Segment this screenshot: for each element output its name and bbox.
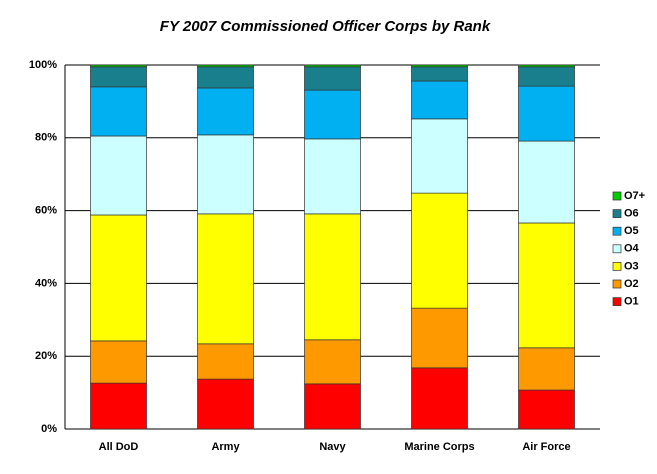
legend-swatch [612, 279, 622, 289]
bar-segment [197, 213, 254, 345]
bar-segment [304, 213, 361, 341]
legend-label: O1 [624, 296, 639, 308]
legend-label: O3 [624, 260, 639, 272]
bar-segment [304, 339, 361, 385]
x-tick-label: Army [211, 441, 240, 453]
y-tick-label: 80% [35, 132, 57, 144]
y-tick-label: 100% [29, 59, 57, 71]
bar-segment [411, 66, 468, 82]
legend-swatch [612, 262, 622, 271]
bar-segment [518, 347, 575, 391]
bar-segment [90, 86, 147, 137]
y-tick-label: 40% [35, 277, 57, 289]
legend-label: O6 [624, 208, 639, 220]
legend-label: O7+ [624, 190, 645, 202]
x-tick-label: Air Force [522, 441, 570, 453]
bar-segment [411, 192, 468, 309]
bar-segment [90, 340, 147, 384]
x-tick-label: All DoD [99, 441, 139, 453]
bar-segment [304, 89, 361, 140]
y-tick-label: 0% [41, 423, 57, 435]
bar-segment [304, 64, 361, 68]
bar-segment [518, 66, 575, 87]
legend-swatch [612, 209, 622, 218]
bar-segment [518, 85, 575, 142]
bar-segment [411, 367, 468, 430]
legend-label: O2 [624, 278, 639, 290]
bar-segment [518, 64, 575, 68]
legend-swatch [612, 226, 622, 236]
bar-segment [197, 64, 254, 68]
chart-title: FY 2007 Commissioned Officer Corps by Ra… [160, 18, 491, 35]
bar-segment [411, 307, 468, 369]
legend-swatch [612, 244, 622, 254]
bar-segment [90, 66, 147, 88]
bar-segment [197, 343, 254, 380]
bar-segment [197, 378, 254, 430]
legend-label: O5 [624, 225, 639, 237]
bar-segment [518, 222, 575, 349]
bar-segment [304, 138, 361, 215]
bar-segment [197, 87, 254, 136]
legend-swatch [612, 191, 622, 201]
x-tick-label: Marine Corps [404, 441, 474, 453]
bar-segment [90, 135, 147, 216]
bar-segment [304, 383, 361, 430]
bar-segment [518, 389, 575, 430]
bar-segment [411, 118, 468, 194]
bar-segment [90, 214, 147, 342]
bar-segment [197, 134, 254, 215]
bar-segment [197, 66, 254, 89]
bar-segment [518, 140, 575, 224]
bar-segment [411, 64, 468, 68]
y-tick-label: 20% [35, 350, 57, 362]
bar-segment [411, 80, 468, 120]
legend-swatch [612, 297, 622, 306]
bar-segment [304, 66, 361, 91]
bar-segment [90, 382, 147, 430]
x-tick-label: Navy [319, 441, 346, 453]
y-tick-label: 60% [35, 205, 57, 217]
legend-label: O4 [624, 243, 640, 255]
bar-segment [90, 64, 147, 68]
